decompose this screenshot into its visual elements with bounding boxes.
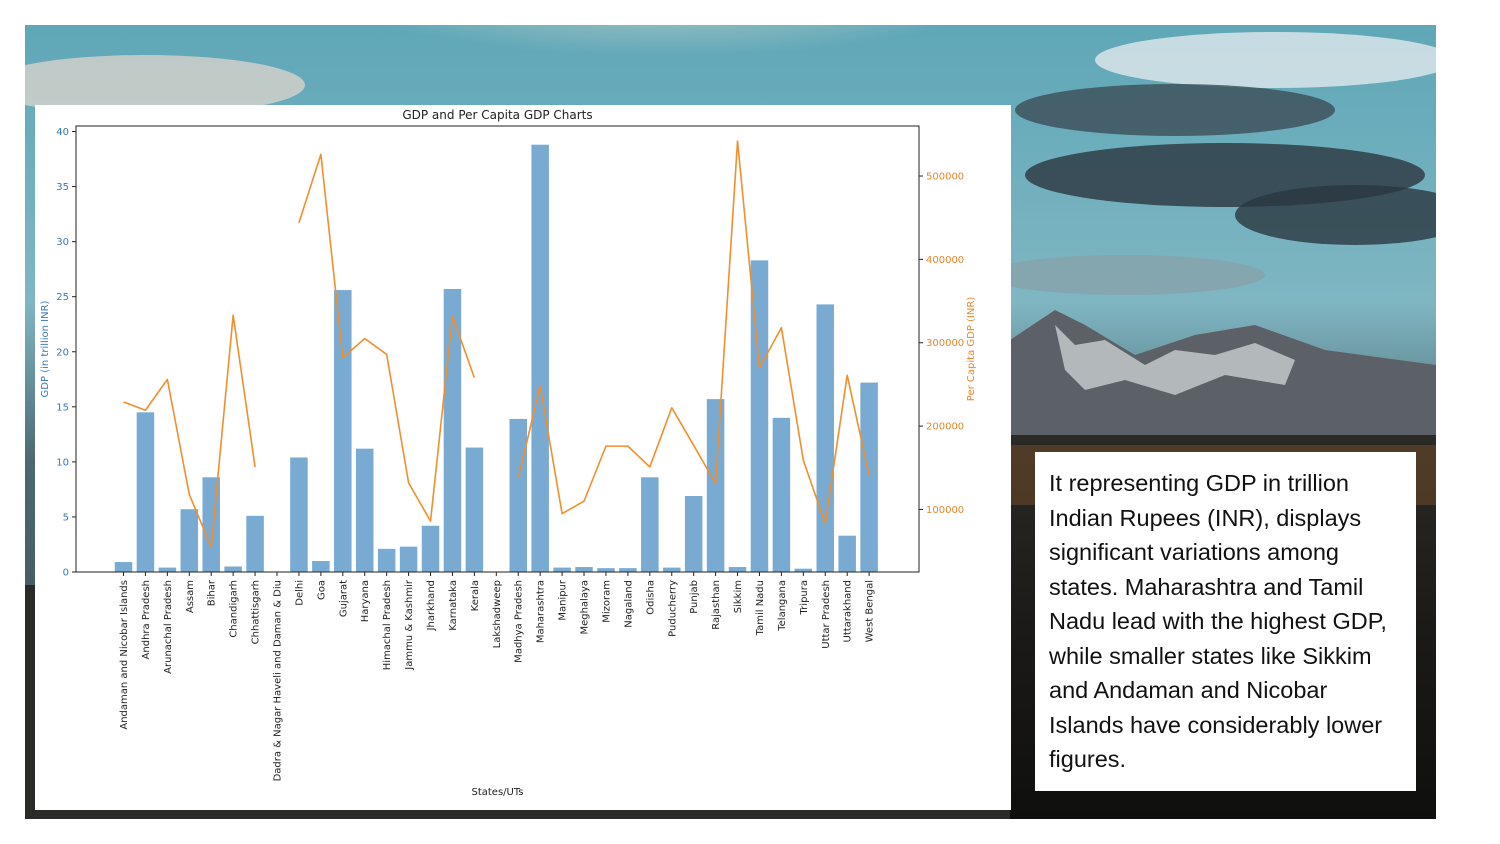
gdp-bar [706,399,725,572]
x-axis: Andaman and Nicobar Islands Andhra Prades… [119,572,876,781]
right-y-axis: 100000 200000 300000 400000 500000 [919,172,964,516]
gdp-bar [136,412,155,572]
gdp-bar [838,535,856,572]
x-tick-label: Himachal Pradesh [382,580,393,670]
gdp-bar [684,496,703,572]
x-tick-label: Haryana [360,580,371,622]
x-tick-label: Goa [316,580,327,600]
x-tick-label: Dadra & Nagar Haveli and Daman & Diu [273,580,284,781]
description-box: It representing GDP in trillion Indian R… [1035,452,1416,791]
gdp-bar [355,448,374,572]
gdp-bar [816,304,835,572]
gdp-bar [794,568,813,572]
gdp-bar [597,568,615,572]
right-tick-label: 400000 [926,255,964,266]
gdp-bar [465,447,484,572]
x-tick-label: Odisha [645,580,656,615]
gdp-bar [531,144,549,572]
gdp-bar [509,418,527,572]
per-capita-line [123,140,870,548]
x-tick-label: Jammu & Kashmir [404,579,415,671]
gdp-bar [728,567,747,572]
right-tick-label: 100000 [926,505,964,516]
gdp-bars [114,144,878,572]
left-tick-label: 5 [63,512,69,523]
gdp-bar [246,515,264,572]
x-tick-label: Punjab [689,580,700,614]
right-y-axis-label: Per Capita GDP (INR) [966,297,977,402]
x-tick-label: Karnataka [448,580,459,631]
x-tick-label: Rajasthan [711,580,722,630]
chart-title: GDP and Per Capita GDP Charts [402,108,592,122]
x-tick-label: Delhi [294,580,305,606]
x-tick-label: Mizoram [601,580,612,623]
gdp-bar [619,568,637,572]
left-y-axis: 0 5 10 15 20 25 30 35 40 [56,127,76,579]
x-tick-label: Andhra Pradesh [141,580,152,659]
x-tick-label: Lakshadweep [492,580,503,648]
gdp-bar [312,560,330,572]
x-tick-label: Chandigarh [229,580,240,638]
x-tick-label: Sikkim [733,580,744,613]
right-tick-label: 300000 [926,338,964,349]
gdp-bar [290,457,308,572]
right-tick-label: 200000 [926,422,964,433]
x-tick-label: Madhya Pradesh [514,580,525,663]
left-tick-label: 30 [56,237,69,248]
per-capita-line-segment [298,153,476,522]
left-tick-label: 35 [56,182,69,193]
x-tick-label: Assam [185,580,196,613]
x-tick-label: West Bengal [865,580,876,642]
per-capita-line-segment [123,314,256,548]
description-text: It representing GDP in trillion Indian R… [1049,470,1387,772]
x-tick-label: Telangana [777,580,788,632]
gdp-bar [334,290,352,572]
x-tick-label: Chhattisgarh [251,580,262,644]
x-tick-label: Andaman and Nicobar Islands [119,580,130,730]
x-tick-label: Kerala [470,580,481,611]
x-tick-label: Nagaland [623,580,634,628]
gdp-bar [663,567,681,572]
x-tick-label: Uttarakhand [843,580,854,642]
x-tick-label: Tamil Nadu [755,580,766,636]
gdp-bar [553,567,571,572]
x-tick-label: Gujarat [338,580,349,617]
gdp-bar [575,567,593,572]
left-tick-label: 10 [56,457,69,468]
x-tick-label: Arunachal Pradesh [163,580,174,674]
gdp-bar [421,525,440,572]
gdp-bar [114,562,133,572]
gdp-bar [224,566,242,572]
gdp-bar [641,477,659,572]
gdp-bar [180,509,199,572]
left-tick-label: 15 [56,402,69,413]
x-tick-label: Maharashtra [536,580,547,643]
gdp-chart: 0 5 10 15 20 25 30 35 40 100000 200000 300000 40000… [40,108,977,798]
gdp-bar [772,417,791,572]
right-tick-label: 500000 [926,172,964,183]
chart-panel: 0 5 10 15 20 25 30 35 40 100000 200000 300000 40000… [35,105,1011,810]
plot-frame [75,125,920,573]
x-tick-label: Manipur [558,579,569,621]
left-tick-label: 25 [56,292,69,303]
x-tick-label: Uttar Pradesh [821,580,832,649]
gdp-bar [750,260,769,572]
per-capita-line-segment [517,140,870,525]
left-y-axis-label: GDP (in trillion INR) [40,300,51,397]
left-tick-label: 20 [56,347,69,358]
x-tick-label: Bihar [207,579,218,606]
gdp-bar [377,548,396,572]
x-tick-label: Meghalaya [580,580,591,635]
gdp-bar [399,546,418,572]
x-axis-label: States/UTs [471,787,523,798]
left-tick-label: 40 [56,127,69,138]
gdp-bar [158,567,177,572]
left-tick-label: 0 [63,568,69,579]
gdp-bar [860,382,878,572]
x-tick-label: Puducherry [667,580,678,637]
gdp-bar [202,477,220,572]
x-tick-label: Tripura [799,580,810,615]
x-tick-label: Jharkhand [426,580,437,631]
